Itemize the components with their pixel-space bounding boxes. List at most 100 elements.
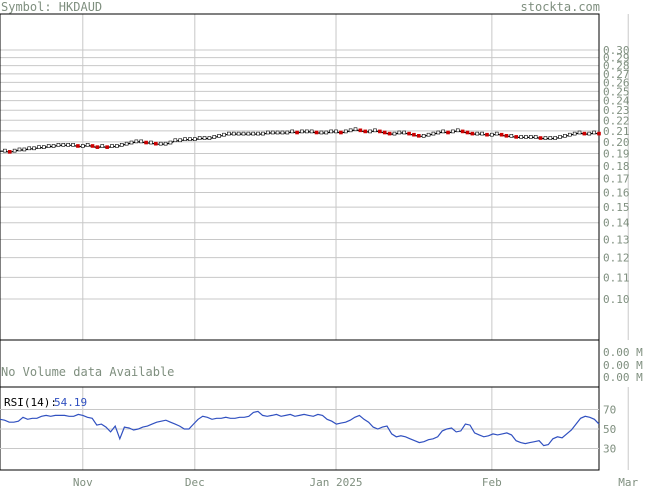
price-candle: [378, 129, 382, 134]
price-candle: [490, 132, 494, 137]
price-candle: [319, 130, 324, 135]
price-candle: [290, 129, 294, 134]
price-candle: [173, 138, 178, 143]
price-candle: [217, 134, 221, 138]
price-candle: [202, 136, 207, 140]
price-tick-label: 0.10: [603, 293, 630, 306]
x-tick-label: Feb: [482, 476, 502, 486]
price-candle: [295, 130, 299, 135]
price-candle: [460, 129, 465, 134]
price-candle: [417, 134, 421, 138]
price-tick-label: 0.22: [603, 114, 630, 127]
price-candle: [382, 130, 387, 135]
price-candle: [231, 131, 236, 136]
price-candle: [154, 141, 158, 146]
volume-panel-frame: [0, 339, 600, 388]
price-tick-label: 0.16: [603, 186, 630, 199]
price-candle: [470, 131, 475, 136]
price-candle: [402, 130, 407, 135]
volume-tick-label: 0.00 M: [603, 359, 643, 372]
date-x-axis: Nov Dec Jan 2025 Feb Mar: [73, 476, 639, 486]
price-candle: [66, 143, 70, 147]
price-candle: [227, 131, 231, 136]
price-candle: [222, 132, 226, 137]
price-candle: [436, 130, 441, 135]
price-candle: [572, 131, 577, 136]
price-candle: [163, 141, 168, 146]
price-tick-label: 0.24: [603, 95, 630, 108]
price-candle: [256, 131, 260, 136]
price-candle: [56, 143, 61, 147]
price-tick-label: 0.18: [603, 160, 630, 173]
price-candle: [499, 132, 504, 137]
price-tick-label: 0.28: [603, 60, 630, 73]
price-candle: [207, 136, 212, 140]
volume-y-axis: 0.00 M0.00 M0.00 M: [603, 346, 643, 384]
price-candle: [266, 130, 270, 135]
price-candle: [368, 129, 372, 134]
price-candle: [548, 136, 553, 140]
x-tick-label: Mar: [618, 476, 638, 486]
price-candle: [324, 130, 329, 135]
price-candle: [592, 130, 596, 135]
volume-tick-label: 0.00 M: [603, 371, 643, 384]
price-candle: [246, 131, 251, 136]
price-panel-frame: [0, 13, 600, 341]
price-candle: [119, 143, 124, 147]
rsi-series: [0, 410, 600, 447]
price-tick-label: 0.21: [603, 125, 630, 138]
price-tick-label: 0.17: [603, 173, 630, 186]
price-candle: [17, 147, 22, 152]
price-candle: [567, 132, 572, 137]
volume-tick-label: 0.00 M: [603, 346, 643, 359]
price-candle: [455, 128, 460, 133]
price-candle: [22, 147, 27, 152]
price-candle: [353, 127, 358, 132]
price-candle: [407, 131, 411, 136]
price-candle: [519, 135, 523, 139]
price-candle: [76, 144, 80, 148]
price-candle: [543, 136, 548, 140]
price-candle: [412, 132, 416, 137]
site-label[interactable]: stockta.com: [520, 0, 600, 14]
price-candle: [197, 136, 202, 140]
price-candle: [426, 132, 431, 137]
rsi-label: RSI(14):: [4, 396, 57, 409]
price-line: [0, 129, 600, 153]
price-candle: [504, 134, 509, 138]
price-candle: [285, 130, 290, 135]
price-tick-label: 0.29: [603, 52, 630, 65]
price-candle: [270, 130, 275, 135]
price-grid: [0, 14, 629, 470]
price-candle: [577, 130, 582, 135]
price-candle: [7, 150, 12, 154]
x-tick-label: Nov: [73, 476, 93, 486]
x-tick-label: Jan 2025: [310, 476, 363, 486]
price-candle: [192, 137, 197, 141]
price-candle: [42, 145, 46, 149]
price-tick-label: 0.19: [603, 148, 630, 161]
price-tick-label: 0.23: [603, 104, 630, 117]
price-candle: [280, 130, 285, 135]
rsi-tick-label: 70: [603, 404, 616, 417]
price-candle: [305, 129, 309, 134]
price-candle: [300, 129, 304, 134]
price-tick-label: 0.25: [603, 85, 630, 98]
price-candle: [309, 129, 314, 134]
rsi-y-axis: 70 50 30: [603, 404, 616, 456]
price-candle: [524, 135, 528, 139]
price-candle: [558, 135, 562, 139]
price-candle: [392, 131, 397, 136]
price-tick-label: 0.12: [603, 252, 630, 265]
price-candle: [241, 131, 246, 136]
price-candle: [236, 131, 241, 136]
price-candle: [251, 131, 256, 136]
x-tick-label: Dec: [185, 476, 205, 486]
price-candle: [563, 134, 567, 138]
price-candle: [61, 143, 66, 147]
price-candle: [105, 145, 109, 149]
price-candle: [582, 131, 587, 136]
price-candle: [158, 141, 163, 146]
price-candle: [529, 135, 533, 139]
price-candle: [12, 148, 17, 153]
